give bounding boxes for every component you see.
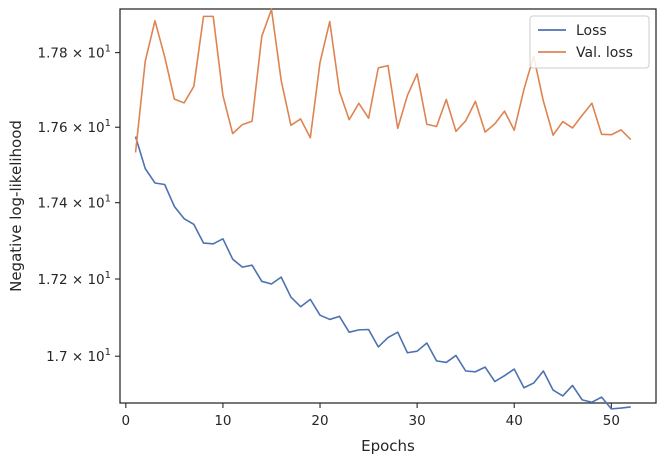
legend-label: Loss xyxy=(576,23,607,39)
y-tick-mantissa: 1.76 xyxy=(37,120,67,136)
x-axis-ticks: 0 10 20 30 40 50 xyxy=(122,403,620,429)
plot-frame xyxy=(119,8,657,404)
y-tick-mantissa: 1.78 xyxy=(37,46,67,62)
y-tick-mantissa: 1.74 xyxy=(37,196,67,212)
y-tick-base: × 10 xyxy=(68,272,105,288)
y-tick-base: × 10 xyxy=(68,120,105,136)
y-tick-label: 1.76 × 101 xyxy=(37,118,111,136)
y-tick-exponent: 1 xyxy=(105,270,111,281)
series-lines xyxy=(134,8,632,410)
legend-label: Val. loss xyxy=(576,45,633,61)
x-tick-label: 10 xyxy=(214,413,231,429)
y-tick-label: 1.74 × 101 xyxy=(37,194,111,212)
x-tick-label: 30 xyxy=(409,413,426,429)
y-axis-label: Negative log-likelihood xyxy=(7,120,25,292)
y-tick-mantissa: 1.72 xyxy=(37,272,67,288)
x-tick-label: 40 xyxy=(506,413,523,429)
x-tick-label: 0 xyxy=(122,413,131,429)
series-line-loss xyxy=(134,136,631,410)
y-tick-exponent: 1 xyxy=(105,194,111,205)
y-tick-base: × 10 xyxy=(68,46,105,62)
y-tick-label: 1.7 × 101 xyxy=(46,347,111,365)
y-tick-mantissa: 1.7 xyxy=(46,349,67,365)
y-tick-base: × 10 xyxy=(68,196,105,212)
series-line-val-loss xyxy=(134,8,632,153)
y-tick-exponent: 1 xyxy=(105,118,111,129)
y-tick-exponent: 1 xyxy=(105,347,111,358)
y-tick-exponent: 1 xyxy=(105,44,111,55)
y-tick-base: × 10 xyxy=(68,349,105,365)
y-tick-label: 1.78 × 101 xyxy=(37,44,111,62)
legend: Loss Val. loss xyxy=(529,15,650,69)
y-tick-label: 1.72 × 101 xyxy=(37,270,111,288)
legend-box xyxy=(529,15,650,69)
x-tick-label: 50 xyxy=(603,413,620,429)
x-axis-label: Epochs xyxy=(361,437,415,455)
x-tick-label: 20 xyxy=(311,413,328,429)
